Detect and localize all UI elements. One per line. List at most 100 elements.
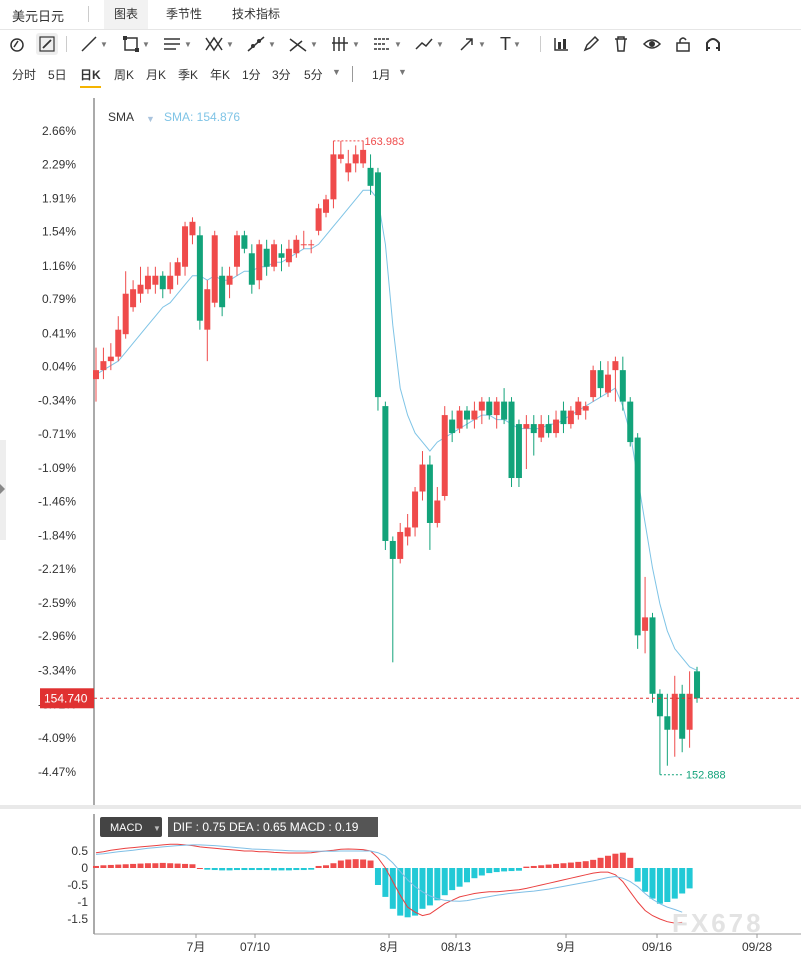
macd-histogram-bar [159,862,166,868]
macd-histogram-bar [144,863,151,868]
arrow-icon[interactable]: ▼ [458,33,486,55]
pattern-icon[interactable]: ▼ [204,33,234,55]
lock-icon[interactable] [674,33,692,55]
macd-histogram-bar [107,864,114,868]
period-5day[interactable]: 5日 [48,68,67,82]
trend-line-icon[interactable]: ▼ [80,33,108,55]
macd-histogram-bar [345,859,352,868]
fibonacci-icon[interactable]: ▼ [162,33,192,55]
macd-histogram-bar [471,868,478,879]
y-tick-label: -2.21% [38,562,76,576]
candle-body [590,370,597,398]
macd-histogram-bar [412,868,419,916]
candle-body [233,235,240,267]
y-tick-label: 2.66% [42,124,76,138]
y-tick-label: 1.91% [42,191,76,205]
macd-histogram-bar [352,859,359,868]
period-intraday[interactable]: 分时 [12,68,37,82]
cross-lines-icon[interactable]: ▼ [288,33,318,55]
magnet-cursor-icon[interactable] [8,33,26,55]
eye-icon[interactable] [642,33,662,55]
parallel-channel-icon[interactable]: ▼ [330,33,360,55]
macd-histogram-bar [449,868,456,891]
macd-histogram-bar [93,865,99,868]
rectangle-icon[interactable]: ▼ [122,33,150,55]
macd-histogram-bar [100,865,107,868]
expand-arrow-icon[interactable] [0,484,5,494]
low-label: 152.888 [686,770,726,782]
candle-body [612,361,619,371]
sma-line [95,189,698,671]
candle-body [634,437,641,636]
chart-canvas[interactable]: 2.66% 2.29% 1.91% 1.54% 1.16% 0.79% 0.41% 0.04%… [0,90,801,959]
macd-histogram-bar [478,868,485,876]
candle-body [323,199,330,213]
candle-body [241,235,248,249]
tab-seasonality[interactable]: 季节性 [166,7,203,21]
macd-histogram-bar [300,868,307,871]
candle-body [649,617,656,694]
macd-histogram-bar [382,868,389,897]
tab-technical-indicators[interactable]: 技术指标 [232,7,281,21]
candle-body [679,693,686,739]
candle-body [582,406,589,411]
macd-histogram-bar [456,868,463,887]
macd-histogram-bar [167,863,174,868]
candle-body [167,275,174,290]
text-tool-icon[interactable]: T ▼ [500,33,521,54]
trash-icon[interactable] [612,33,630,55]
macd-histogram-bar [501,868,508,872]
range-dropdown-icon[interactable]: ▼ [398,67,407,77]
macd-histogram-bar [567,862,574,868]
watermark: FX678 [672,908,764,938]
macd-histogram-bar [115,864,122,868]
period-yearly[interactable]: 年K [210,68,231,82]
macd-histogram-bar [486,868,493,874]
period-quarterly[interactable]: 季K [178,68,199,82]
candle-body [345,163,352,173]
candle-body [604,374,611,393]
macd-histogram-bar [263,868,270,871]
period-weekly[interactable]: 周K [114,68,135,82]
period-3min[interactable]: 3分 [272,68,291,82]
macd-histogram-bar [211,868,218,871]
macd-readout: DIF : 0.75 DEA : 0.65 MACD : 0.19 [173,820,359,834]
ray-icon[interactable]: ▼ [246,33,276,55]
candle-body [456,410,463,429]
tab-chart[interactable]: 图表 [104,0,149,29]
brush-icon[interactable]: ▼ [414,33,444,55]
period-daily[interactable]: 日K [80,66,101,88]
candle-body [501,401,508,420]
macd-histogram-bar [441,868,448,896]
y-tick-label: -0.34% [38,394,76,408]
range-selector[interactable]: 1月 [372,68,391,82]
macd-histogram-bar [434,868,441,901]
candle-body [664,716,671,730]
candle-body [100,361,107,371]
period-more-dropdown-icon[interactable]: ▼ [332,67,341,77]
legend-sma-value: SMA: 154.876 [164,110,240,124]
x-tick-label: 9月 [557,940,576,954]
edit-pen-icon[interactable] [582,33,600,55]
period-monthly[interactable]: 月K [146,68,167,82]
period-divider [352,66,353,82]
macd-histogram-bar [315,865,322,868]
macd-y-tick-label: -0.5 [67,878,88,892]
candle-body [293,239,300,254]
text-tool-label: T [500,33,511,54]
measure-icon[interactable]: ▼ [372,33,402,55]
candle-body [397,531,404,559]
candle-body [575,401,582,416]
macd-histogram-bar [538,865,545,868]
candle-body [478,401,485,411]
pencil-edit-icon[interactable] [36,33,58,55]
macd-histogram-bar [642,868,649,892]
period-1min[interactable]: 1分 [242,68,261,82]
period-5min[interactable]: 5分 [304,68,323,82]
macd-histogram-bar [226,868,233,871]
macd-histogram-bar [374,868,381,885]
indicator-bars-icon[interactable] [552,33,570,55]
candle-body [642,617,649,631]
candle-body [441,415,448,497]
magnet-icon[interactable] [704,33,722,55]
